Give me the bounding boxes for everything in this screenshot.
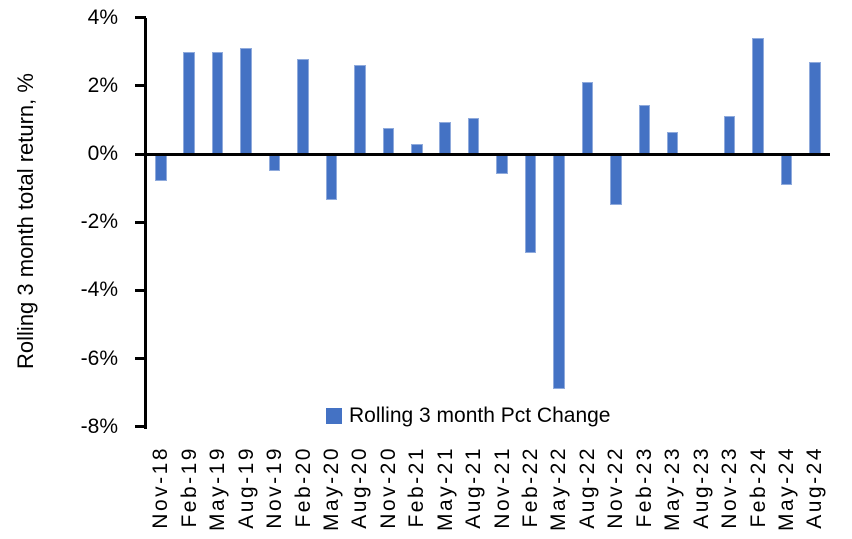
x-tick-label: May-21 (433, 446, 457, 532)
x-tick-label: May-23 (661, 446, 685, 532)
x-tick-label: Aug-24 (803, 446, 827, 529)
y-tick-label: -2% (80, 210, 118, 234)
bar-aug-21 (467, 118, 480, 154)
x-tick-label: May-24 (774, 446, 798, 532)
x-tick-label: Nov-21 (490, 446, 514, 529)
y-tick-mark (134, 84, 146, 88)
y-tick-mark (134, 220, 146, 224)
bar-may-23 (666, 131, 679, 154)
bar-nov-22 (610, 154, 622, 206)
x-tick-label: Feb-19 (177, 446, 201, 528)
bar-may-19 (211, 51, 224, 154)
bar-feb-20 (297, 58, 309, 154)
y-tick-label: -6% (80, 346, 118, 370)
x-tick-label: Aug-19 (234, 446, 258, 529)
legend: Rolling 3 month Pct Change (326, 404, 611, 428)
y-tick-mark (134, 425, 146, 429)
x-tick-label: Nov-22 (604, 446, 628, 529)
y-tick-mark (134, 16, 146, 20)
bar-feb-19 (183, 51, 195, 154)
y-tick-mark (134, 152, 146, 156)
bar-may-20 (325, 154, 338, 201)
x-tick-label: Feb-20 (291, 446, 315, 528)
bar-aug-22 (581, 82, 594, 154)
x-tick-label: Aug-22 (575, 446, 599, 529)
y-tick-mark (134, 357, 146, 361)
x-tick-label: Aug-23 (689, 446, 713, 529)
bar-nov-20 (382, 128, 395, 154)
y-axis-title: Rolling 3 month total return, % (13, 73, 38, 369)
y-tick-label: 2% (87, 73, 118, 97)
x-tick-label: Nov-23 (718, 446, 742, 529)
y-tick-label: 4% (87, 5, 118, 29)
bar-feb-23 (638, 104, 651, 154)
x-tick-label: Feb-23 (632, 446, 656, 528)
x-tick-label: Nov-18 (149, 446, 173, 529)
y-axis-line (144, 17, 147, 429)
legend-swatch-icon (326, 408, 342, 424)
x-tick-label: Aug-21 (462, 446, 486, 529)
x-tick-label: Nov-20 (376, 446, 400, 529)
x-tick-label: May-22 (547, 446, 571, 532)
x-tick-label: May-20 (319, 446, 343, 532)
x-tick-label: Feb-21 (405, 446, 429, 528)
x-tick-label: Nov-19 (263, 446, 287, 529)
y-tick-label: -8% (80, 414, 118, 438)
bar-nov-18 (155, 154, 167, 182)
bar-nov-23 (723, 116, 736, 154)
bar-feb-22 (524, 154, 537, 253)
bar-nov-19 (268, 154, 281, 172)
x-tick-label: May-19 (206, 446, 230, 532)
x-tick-label: Feb-24 (746, 446, 770, 528)
bar-may-21 (439, 121, 451, 154)
bar-aug-19 (240, 48, 252, 154)
y-tick-label: 0% (87, 142, 118, 165)
x-tick-label: Aug-20 (348, 446, 372, 529)
bar-may-22 (553, 154, 565, 390)
bar-nov-21 (496, 154, 508, 175)
legend-label: Rolling 3 month Pct Change (349, 404, 611, 427)
x-tick-label: Feb-22 (519, 446, 543, 528)
bar-aug-24 (809, 61, 821, 154)
y-tick-label: -4% (80, 278, 118, 302)
bar-aug-20 (354, 65, 366, 154)
bar-feb-24 (752, 38, 764, 154)
x-axis-zero-line (145, 152, 830, 156)
bar-may-24 (780, 154, 793, 185)
y-tick-mark (134, 288, 146, 292)
